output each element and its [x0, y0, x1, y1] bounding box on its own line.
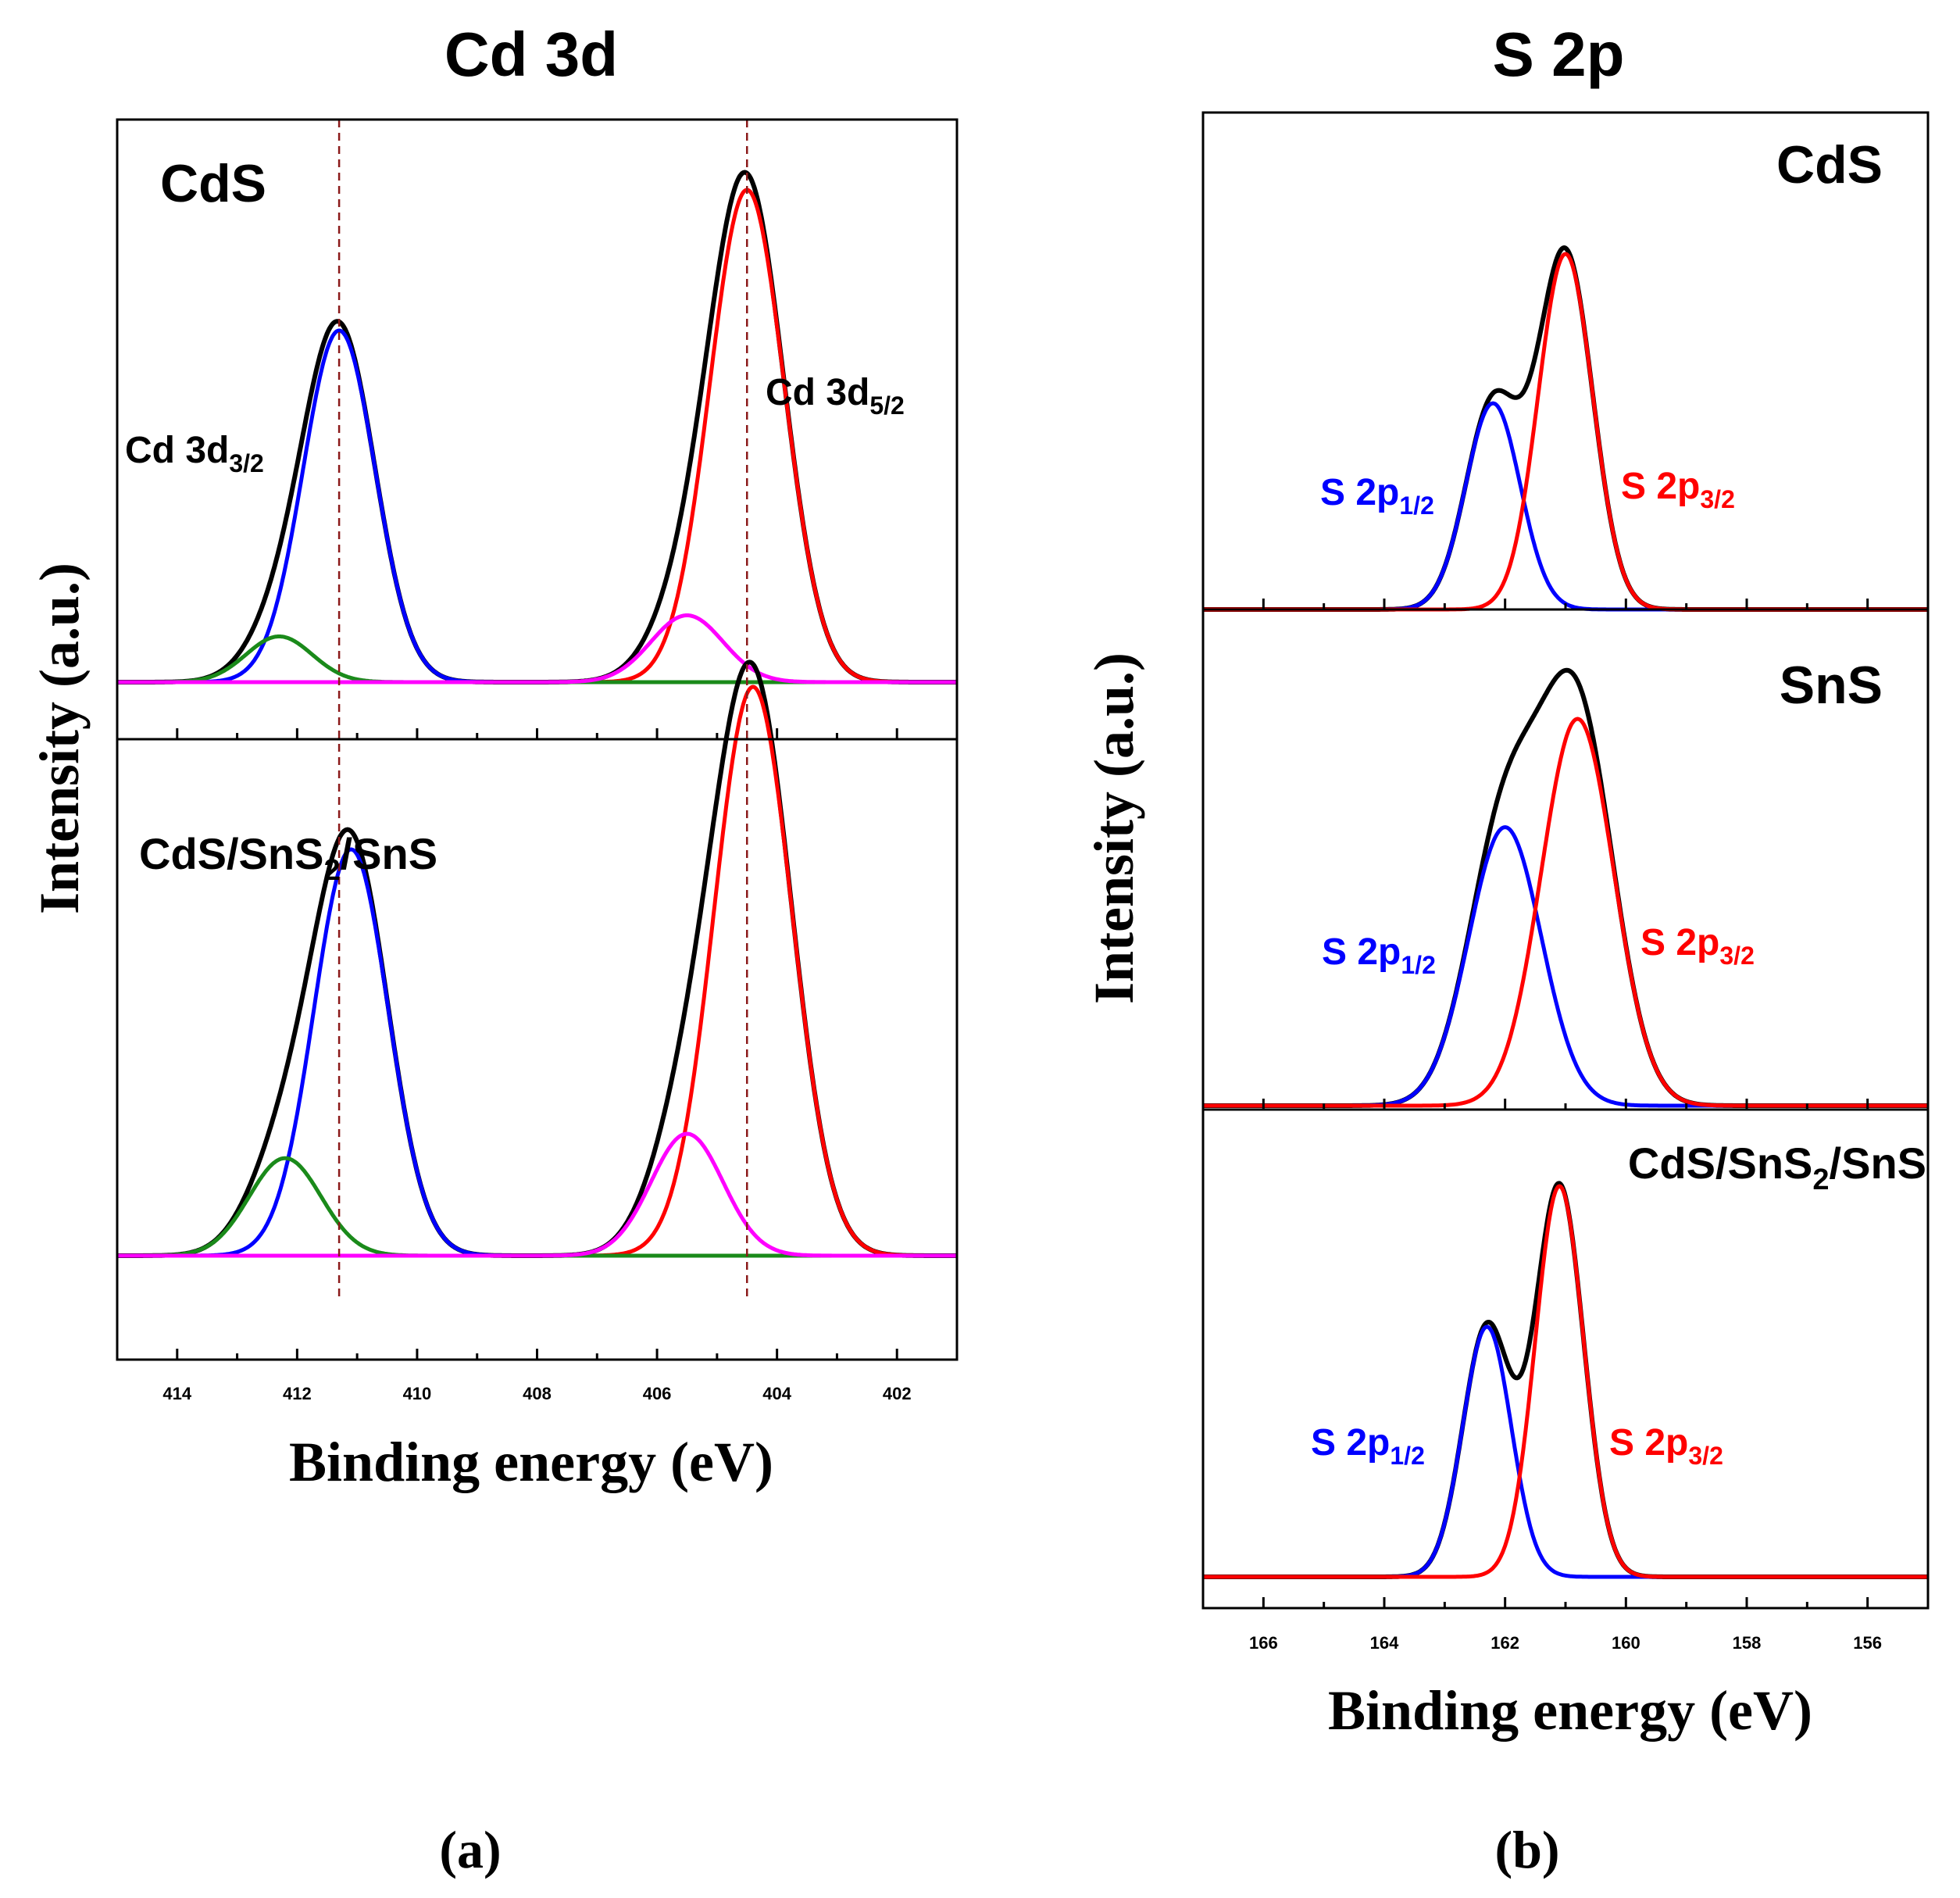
chart-a-ticks: 414 412 410 408 406 404 402	[116, 728, 959, 1403]
chart-a: Cd 3d 414 412 410 408 406 404 402 CdS Cd 3d3/2…	[28, 20, 959, 1879]
chart-a-panel-1-component-2-line	[116, 188, 958, 684]
chart-a-panel-2-component-1-line	[116, 847, 958, 1258]
chart-a-panel-2-envelope-line	[116, 659, 959, 1258]
chart-a-panel-letter: (a)	[439, 1820, 501, 1879]
chart-b-panel-composite-label-p12: S 2p1/2	[1311, 1422, 1425, 1470]
chart-b-panel-cds-label-p32: S 2p3/2	[1621, 466, 1735, 513]
chart-a-title: Cd 3d	[444, 20, 618, 89]
chart-b: S 2p 166 164 162 160 158 156 CdS S 2p1/2 S 2p…	[1083, 20, 1930, 1879]
chart-b-panel-sns-label-p12: S 2p1/2	[1322, 931, 1436, 979]
chart-b-ticks: 166 164 162 160 158 156	[1201, 599, 1930, 1653]
chart-b-panel-3-envelope-line	[1201, 1181, 1930, 1579]
chart-b-ylabel: Intensity (a.u.)	[1083, 652, 1145, 1004]
chart-a-panel-cds-curves	[116, 170, 959, 684]
chart-b-tick-label-166: 166	[1249, 1633, 1278, 1653]
chart-b-panel-1-component-1-line	[1202, 401, 1929, 612]
chart-b-tick-label-164: 164	[1370, 1633, 1399, 1653]
chart-b-panel-cds-label: CdS	[1776, 135, 1883, 195]
chart-a-panel-composite-curves	[116, 659, 959, 1258]
chart-b-panel-2-component-2-line	[1202, 717, 1929, 1108]
chart-b-panel-2-component-1-line	[1202, 825, 1929, 1108]
chart-a-xlabel: Binding energy (eV)	[289, 1431, 773, 1493]
chart-a-panel-1-envelope-line	[116, 170, 959, 684]
chart-a-tick-label-402: 402	[883, 1384, 912, 1403]
chart-b-tick-label-158: 158	[1733, 1633, 1762, 1653]
chart-b-tick-label-156: 156	[1853, 1633, 1882, 1653]
chart-a-ylabel: Intensity (a.u.)	[28, 563, 91, 914]
chart-b-panel-sns-label-p32: S 2p3/2	[1640, 922, 1755, 970]
chart-a-panel-1-component-4-line	[116, 613, 958, 684]
chart-b-panel-composite-label: CdS/SnS2/SnS	[1628, 1138, 1926, 1196]
chart-b-panel-cds-label-p12: S 2p1/2	[1320, 472, 1434, 520]
chart-b-frame	[1201, 111, 1930, 1610]
chart-b-panel-sns-curves	[1201, 667, 1930, 1108]
chart-b-panel-sns-label: SnS	[1780, 656, 1883, 715]
chart-a-tick-label-404: 404	[762, 1384, 791, 1403]
chart-b-tick-label-162: 162	[1491, 1633, 1519, 1653]
chart-b-panel-1-envelope-line	[1201, 245, 1930, 612]
chart-b-panel-letter: (b)	[1494, 1820, 1559, 1879]
chart-a-tick-label-408: 408	[523, 1384, 552, 1403]
chart-a-label-cd3d32: Cd 3d3/2	[125, 430, 264, 477]
chart-b-panel-cds-curves	[1201, 245, 1930, 612]
chart-a-panel-cds-label: CdS	[160, 154, 266, 213]
chart-a-tick-label-414: 414	[162, 1384, 191, 1403]
chart-b-title: S 2p	[1493, 20, 1625, 89]
chart-a-tick-label-410: 410	[403, 1384, 432, 1403]
chart-b-tick-label-160: 160	[1612, 1633, 1640, 1653]
chart-b-xlabel: Binding energy (eV)	[1328, 1679, 1812, 1742]
chart-b-panel-composite-label-p32: S 2p3/2	[1609, 1422, 1723, 1470]
chart-a-label-cd3d52: Cd 3d5/2	[766, 372, 905, 420]
chart-a-tick-label-412: 412	[283, 1384, 312, 1403]
chart-b-panel-3-component-2-line	[1202, 1184, 1929, 1579]
chart-a-tick-label-406: 406	[643, 1384, 672, 1403]
chart-a-panel-composite-label: CdS/SnS2/SnS	[139, 829, 437, 887]
chart-a-reference-lines	[337, 120, 748, 1297]
chart-b-panel-1-component-2-line	[1202, 252, 1929, 612]
chart-a-panel-2-component-4-line	[116, 1131, 958, 1258]
chart-b-panel-composite-curves	[1201, 1181, 1930, 1579]
